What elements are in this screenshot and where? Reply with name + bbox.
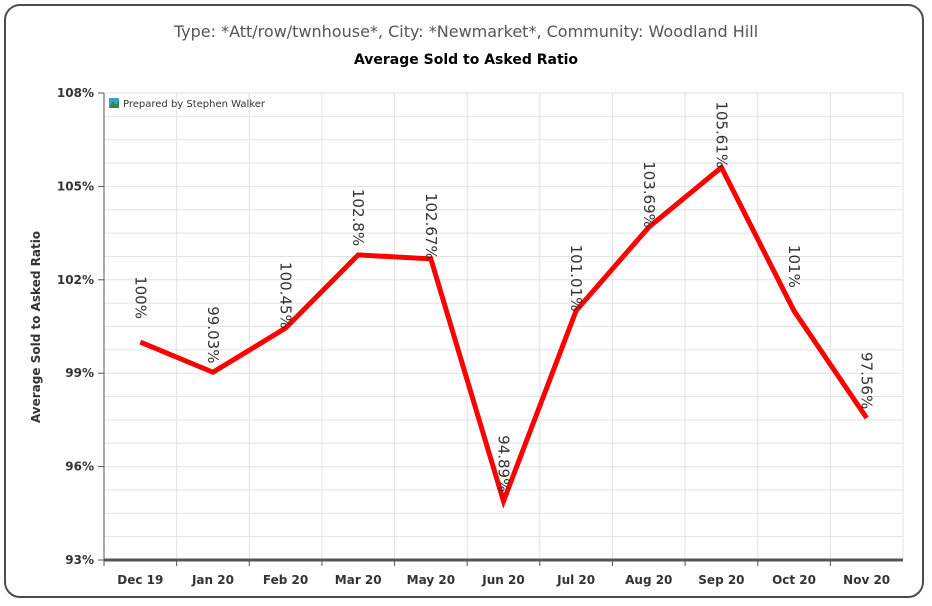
y-tick-label: 105% <box>57 179 94 193</box>
y-tick-label: 99% <box>65 366 94 380</box>
data-label: 102.8% <box>349 189 367 246</box>
y-tick-labels: 93% 96% 99% 102% 105% 108% <box>57 86 104 567</box>
data-label: 101% <box>785 245 803 288</box>
x-tick-label: Sep 20 <box>698 573 744 587</box>
grid-lines <box>103 92 904 561</box>
x-tick-label: Dec 19 <box>117 573 163 587</box>
credit-badge: Prepared by Stephen Walker <box>109 98 266 110</box>
x-tick-label: Jun 20 <box>481 573 524 587</box>
x-tick-label: Feb 20 <box>263 573 308 587</box>
chart-frame <box>4 4 924 598</box>
x-tick-label: May 20 <box>407 573 455 587</box>
data-label: 101.01% <box>567 245 585 312</box>
x-tick-labels: Dec 19 Jan 20 Feb 20 Mar 20 May 20 Jun 20 Jul … <box>103 560 890 587</box>
x-tick-label: Nov 20 <box>843 573 890 587</box>
y-tick-label: 96% <box>65 460 94 474</box>
x-tick-label: Oct 20 <box>772 573 816 587</box>
data-label: 99.03% <box>204 306 222 363</box>
axes <box>103 93 903 562</box>
credit-mountain-icon <box>109 100 119 108</box>
credit-text: Prepared by Stephen Walker <box>123 99 266 110</box>
series-line <box>139 163 869 509</box>
x-tick-label: Jul 20 <box>556 573 595 587</box>
chart-subtitle: Type: *Att/row/twnhouse*, City: *Newmark… <box>173 22 759 41</box>
data-labels: 100% 99.03% 100.45% 102.8% 102.67% 94.89% 101.… <box>131 101 875 492</box>
data-label: 103.69% <box>640 161 658 228</box>
x-tick-label: Mar 20 <box>335 573 382 587</box>
x-tick-label: Jan 20 <box>191 573 234 587</box>
y-axis-label: Average Sold to Asked Ratio <box>29 231 43 423</box>
y-tick-label: 102% <box>57 273 94 287</box>
data-label: 102.67% <box>422 193 440 260</box>
data-label: 105.61% <box>712 101 730 168</box>
data-label: 100.45% <box>277 262 295 329</box>
x-tick-label: Aug 20 <box>625 573 672 587</box>
series-line-path <box>139 163 869 509</box>
data-label: 97.56% <box>858 352 876 409</box>
data-label: 100% <box>131 276 149 319</box>
data-label: 94.89% <box>495 435 513 492</box>
y-tick-label: 108% <box>57 86 94 100</box>
y-tick-label: 93% <box>65 553 94 567</box>
chart-title: Average Sold to Asked Ratio <box>353 52 579 68</box>
